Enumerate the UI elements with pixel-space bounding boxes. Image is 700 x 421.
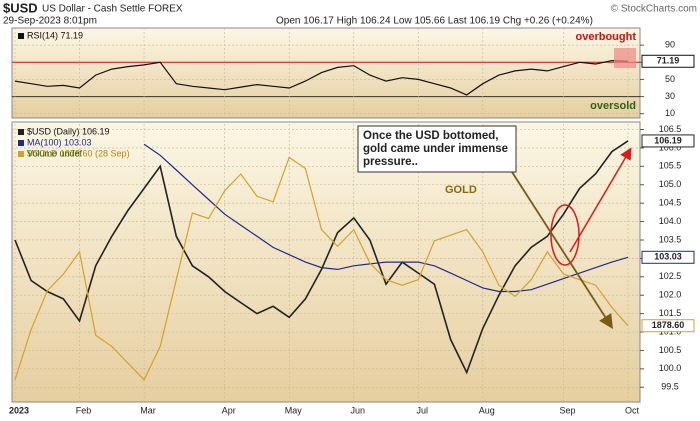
y-tick-label: 105.5 <box>659 161 682 171</box>
y-tick-label: 90 <box>665 40 675 50</box>
rsi-panel <box>11 27 641 119</box>
x-tick-label: 2023 <box>9 405 29 415</box>
x-tick-label: May <box>285 405 303 415</box>
legend-label: $GOLD 1878.60 (28 Sep) <box>27 148 130 158</box>
x-tick-label: Apr <box>222 405 236 415</box>
legend-swatch <box>18 33 24 39</box>
plot <box>12 28 640 402</box>
y-tick-label: 101.5 <box>659 308 682 318</box>
annotation-text: Once the USD bottomed, <box>363 130 498 142</box>
bottom-circle <box>550 204 580 266</box>
annotation-text: pressure.. <box>363 156 418 168</box>
level-label: overbought <box>576 31 637 43</box>
legend-swatch <box>18 129 24 135</box>
legend-label: $USD (Daily) 106.19 <box>27 126 110 136</box>
series-line <box>14 156 629 381</box>
x-tick-label: Jul <box>417 405 429 415</box>
x-tick-label: Oct <box>625 405 640 415</box>
value-tag-bg <box>641 134 695 148</box>
y-tick-label: 104.5 <box>659 198 682 208</box>
value-tag-bg <box>641 54 695 68</box>
y-tick-label: 100.0 <box>659 363 682 373</box>
symbol: $USD <box>3 0 38 15</box>
x-tick-label: Sep <box>559 405 575 415</box>
annotation-text: gold came under immense <box>363 143 508 155</box>
value-tag: 71.19 <box>657 56 680 66</box>
y-tick-label: 106.5 <box>659 124 682 134</box>
legend-label: RSI(14) 71.19 <box>27 30 83 40</box>
usd-arrow <box>569 147 632 253</box>
level-label: oversold <box>590 100 636 112</box>
x-tick-label: Feb <box>76 405 92 415</box>
series-line <box>14 59 629 96</box>
value-tag: 103.03 <box>654 252 682 262</box>
y-tick-label: 100.5 <box>659 345 682 355</box>
y-tick-label: 102.5 <box>659 271 682 281</box>
source: © StockCharts.com <box>611 4 697 15</box>
series-line <box>14 140 629 375</box>
y-tick-label: 103.5 <box>659 234 682 244</box>
y-tick-label: 30 <box>665 91 675 101</box>
value-tag-bg <box>641 250 695 264</box>
quote: Open 106.17 High 106.24 Low 105.66 Last … <box>276 16 593 27</box>
y-tick-label: 104.0 <box>659 216 682 226</box>
value-tag: 1878.60 <box>652 320 685 330</box>
y-tick-label: 102.0 <box>659 290 682 300</box>
x-tick-label: Aug <box>479 405 495 415</box>
annotation-label: GOLD <box>445 184 477 196</box>
y-tick-label: 105.0 <box>659 179 682 189</box>
overbought-highlight <box>614 48 636 68</box>
legend-swatch <box>18 140 24 146</box>
annotation-box <box>357 125 517 173</box>
date: 29-Sep-2023 8:01pm <box>3 16 97 27</box>
x-tick-label: Jun <box>351 405 366 415</box>
instrument-name: US Dollar - Cash Settle FOREX <box>42 4 183 15</box>
y-tick-label: 10 <box>665 108 675 118</box>
legend-swatch <box>18 151 24 157</box>
legend-note: Volume undef <box>27 148 83 158</box>
series-line <box>143 143 629 293</box>
value-tag: 106.19 <box>654 135 682 145</box>
header: $USD US Dollar - Cash Settle FOREX 29-Se… <box>3 0 697 26</box>
gold-arrow <box>511 171 613 330</box>
y-tick-label: 99.5 <box>661 382 679 392</box>
legend-label: MA(100) 103.03 <box>27 137 92 147</box>
y-tick-label: 50 <box>665 74 675 84</box>
x-tick-label: Mar <box>140 405 156 415</box>
price-panel <box>11 121 641 403</box>
value-tag-bg <box>641 319 695 333</box>
